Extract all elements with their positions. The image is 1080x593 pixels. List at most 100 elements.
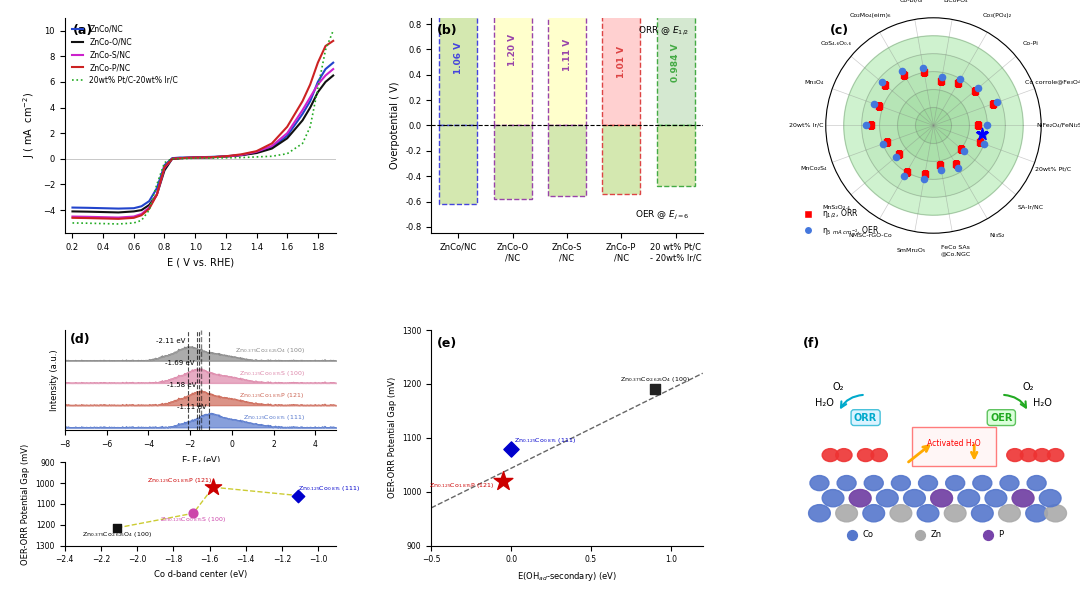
Point	[933, 76, 950, 86]
ZnCo-P/NC	[204, 154, 217, 161]
ZnCo-O/NC	[165, 155, 178, 162]
Point	[932, 161, 949, 170]
Y-axis label: OER-ORR Potential Gap (mV): OER-ORR Potential Gap (mV)	[388, 377, 396, 499]
ZnCo-S/NC	[251, 148, 264, 155]
Text: O₂: O₂	[833, 382, 845, 393]
ZnCo-O/NC	[81, 208, 94, 215]
ZnCo-S/NC	[281, 130, 294, 137]
ZnCo-O/NC	[135, 206, 148, 213]
Text: Zn$_{0.125}$Co$_{0.875}$ (111): Zn$_{0.125}$Co$_{0.875}$ (111)	[514, 436, 577, 445]
Text: 1.11 V: 1.11 V	[563, 39, 571, 71]
Text: (a): (a)	[73, 24, 93, 37]
Bar	[548, 126, 586, 196]
Bar	[494, 126, 531, 199]
ZnCo-S/NC	[81, 213, 94, 221]
Point	[916, 174, 933, 183]
Point	[887, 152, 904, 162]
Point	[502, 444, 519, 454]
ZnCo/NC	[174, 154, 187, 161]
Line: 20wt% Pt/C-20wt% Ir/C: 20wt% Pt/C-20wt% Ir/C	[72, 31, 334, 224]
ZnCo/NC	[219, 153, 232, 160]
Y-axis label: Intensity (a.u.): Intensity (a.u.)	[51, 349, 59, 411]
20wt% Pt/C-20wt% Ir/C	[266, 153, 279, 160]
ZnCo-O/NC	[189, 154, 202, 161]
ZnCo-O/NC	[174, 155, 187, 162]
ZnCo-S/NC	[150, 191, 163, 198]
Line: ZnCo-P/NC: ZnCo-P/NC	[72, 41, 334, 219]
ZnCo-O/NC	[143, 202, 156, 209]
Circle shape	[822, 449, 838, 461]
ZnCo/NC	[143, 197, 156, 205]
Circle shape	[864, 476, 883, 490]
Text: Zn$_{0.375}$Co$_{2.625}$O$_4$ (100): Zn$_{0.375}$Co$_{2.625}$O$_4$ (100)	[620, 375, 690, 384]
ZnCo-S/NC	[135, 211, 148, 218]
Circle shape	[917, 505, 939, 522]
Text: Zn$_{0.375}$Co$_{2.625}$O$_4$ (100): Zn$_{0.375}$Co$_{2.625}$O$_4$ (100)	[82, 530, 152, 539]
ZnCo/NC	[189, 154, 202, 161]
Bar	[440, 0, 477, 126]
20wt% Pt/C-20wt% Ir/C	[189, 155, 202, 162]
ZnCo/NC	[327, 59, 340, 66]
Circle shape	[919, 476, 937, 490]
ZnCo-S/NC	[127, 213, 140, 220]
ZnCo-S/NC	[181, 154, 194, 161]
Circle shape	[972, 505, 994, 522]
ZnCo-S/NC	[66, 213, 79, 220]
20wt% Pt/C-20wt% Ir/C	[281, 150, 294, 157]
Circle shape	[1048, 449, 1064, 461]
ZnCo/NC	[81, 204, 94, 211]
Point	[975, 139, 993, 149]
Point	[895, 70, 913, 79]
ZnCo-S/NC	[112, 214, 125, 221]
ZnCo-O/NC	[150, 191, 163, 198]
ZnCo-S/NC	[165, 155, 178, 162]
Point	[916, 68, 933, 77]
Point	[858, 121, 875, 130]
Circle shape	[1012, 490, 1034, 507]
Point	[109, 523, 126, 533]
20wt% Pt/C-20wt% Ir/C	[127, 219, 140, 227]
20wt% Pt/C-20wt% Ir/C	[327, 27, 340, 34]
Point	[951, 74, 969, 84]
Text: Zn$_{0.125}$Co$_{1.875}$P (121): Zn$_{0.125}$Co$_{1.875}$P (121)	[239, 391, 305, 400]
Point	[495, 476, 512, 486]
Circle shape	[958, 490, 980, 507]
ZnCo-O/NC	[219, 153, 232, 160]
Text: Zn$_{0.125}$Co$_{0.875}$S (100): Zn$_{0.125}$Co$_{0.875}$S (100)	[239, 369, 305, 378]
Line: ZnCo-O/NC: ZnCo-O/NC	[72, 75, 334, 212]
Text: (e): (e)	[436, 337, 457, 350]
Point	[895, 171, 913, 181]
ZnCo/NC	[165, 155, 178, 162]
Point	[916, 170, 933, 179]
ZnCo/NC	[266, 144, 279, 151]
Text: Zn$_{0.125}$Co$_{0.875}$ (111): Zn$_{0.125}$Co$_{0.875}$ (111)	[298, 484, 361, 493]
Text: (c): (c)	[831, 24, 849, 37]
20wt% Pt/C-20wt% Ir/C	[81, 219, 94, 227]
Text: 1.20 V: 1.20 V	[509, 33, 517, 66]
ZnCo/NC	[234, 151, 247, 158]
Text: Co: Co	[863, 530, 874, 539]
Text: H₂O: H₂O	[815, 397, 835, 407]
20wt% Pt/C-20wt% Ir/C	[66, 219, 79, 227]
ZnCo-P/NC	[219, 153, 232, 160]
Point	[890, 149, 907, 159]
ZnCo-O/NC	[112, 209, 125, 216]
Polygon shape	[843, 36, 1023, 215]
20wt% Pt/C-20wt% Ir/C	[319, 46, 332, 53]
ZnCo-P/NC	[281, 123, 294, 130]
ZnCo-S/NC	[143, 204, 156, 211]
ZnCo-O/NC	[66, 208, 79, 215]
ZnCo/NC	[296, 110, 309, 117]
ZnCo/NC	[204, 154, 217, 161]
ZnCo-P/NC	[135, 212, 148, 219]
Y-axis label: J ( mA  cm$^{-2}$): J ( mA cm$^{-2}$)	[22, 93, 38, 158]
Point	[915, 63, 932, 73]
Circle shape	[849, 490, 872, 507]
Point	[970, 121, 987, 130]
Point	[893, 66, 910, 76]
Text: Activated H₂O: Activated H₂O	[927, 439, 981, 448]
Point	[980, 530, 997, 540]
Text: OER: OER	[990, 413, 1013, 423]
Polygon shape	[879, 72, 987, 179]
Text: OER @ $E_{j=6}$: OER @ $E_{j=6}$	[635, 209, 689, 222]
